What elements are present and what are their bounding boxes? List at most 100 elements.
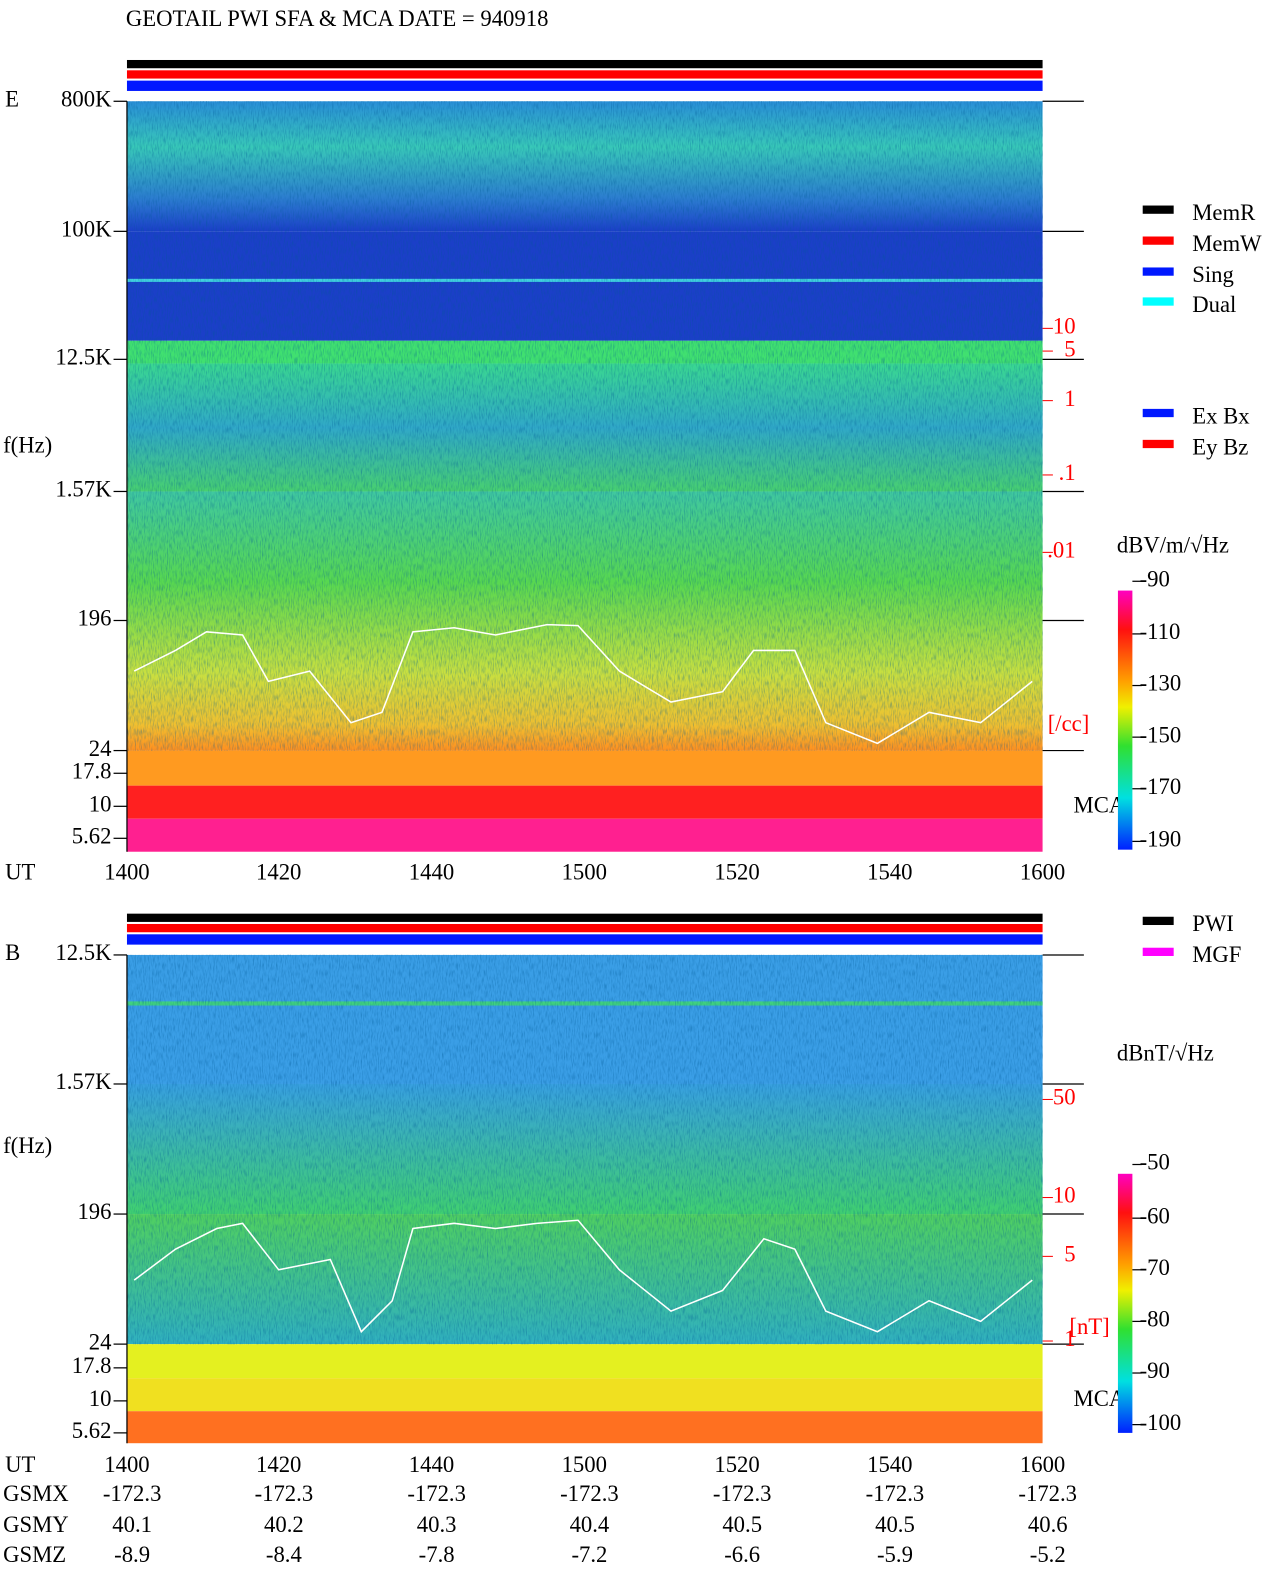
status-sing [126,80,1043,91]
colorbar-tick-label: -70 [1140,1255,1170,1280]
orbit-value: -172.3 [1018,1481,1077,1506]
colorbar-tick-label: -100 [1140,1410,1182,1435]
orbit-value: -172.3 [866,1481,925,1506]
legend-label: Ey Bz [1192,434,1248,459]
density-tick-label: 5 [1064,1242,1075,1267]
orbit-value: -5.2 [1030,1542,1066,1567]
y-tick-label: 12.5K [55,940,112,965]
mca-band [126,1378,1043,1412]
x-tick-label: 1540 [867,860,912,885]
x-tick-label: 1500 [562,1452,607,1477]
legend-label: MemW [1192,231,1262,256]
density-tick-label: 1 [1064,1326,1075,1351]
density-tick-label: 10 [1053,1183,1076,1208]
colorbar-tick-label: -90 [1140,1358,1170,1383]
orbit-value: -172.3 [255,1481,314,1506]
panel-b: B f(Hz) MCA [nT] UT dBnT/√Hz [3,913,1214,1477]
legend-label: Sing [1192,262,1234,287]
status [126,923,1043,933]
orbit-label: GSMY [3,1512,69,1537]
mca-band [126,785,1043,819]
y-label: f(Hz) [3,1133,52,1158]
x-tick-label: 1420 [256,1452,301,1477]
y-tick-label: 12.5K [55,345,112,370]
y-tick-label: 17.8 [72,1353,112,1378]
orbit-value: -7.8 [419,1542,455,1567]
legend-swatch [1142,236,1174,245]
y-tick-label: 1.57K [55,1069,112,1094]
mca-band [126,818,1043,852]
legend-label: Ex Bx [1192,403,1250,428]
density-tick-label: 5 [1064,336,1075,361]
x-tick-label: 1420 [256,860,301,885]
panel-label: B [5,940,20,965]
colorbar-tick-label: -150 [1140,722,1182,747]
orbit-value: -172.3 [103,1481,162,1506]
mca-label: MCA [1074,793,1126,818]
colorbar-tick-label: -60 [1140,1203,1170,1228]
orbit-value: 40.4 [570,1512,610,1537]
orbit-value: -172.3 [407,1481,466,1506]
panel-label: E [5,86,19,111]
orbit-value: -5.9 [877,1542,913,1567]
orbit-label: GSMZ [3,1542,66,1567]
noise [126,101,1043,751]
legend-label: PWI [1192,911,1234,936]
orbit-value: -8.4 [266,1542,302,1567]
density-tick-label: 1 [1064,386,1075,411]
y-tick-label: 196 [77,1199,111,1224]
density-unit: [/cc] [1048,711,1090,736]
colorbar-tick-label: -170 [1140,774,1182,799]
colorbar-unit: dBnT/√Hz [1117,1040,1214,1065]
orbit-value: -8.9 [114,1542,150,1567]
y-tick-label: 5.62 [72,1418,112,1443]
y-tick-label: 800K [61,86,112,111]
colorbar-tick-label: -50 [1140,1150,1170,1175]
y-tick-label: 100K [61,217,112,242]
trace [133,1219,1033,1334]
y-tick-label: 196 [77,606,111,631]
mca-label: MCA [1074,1386,1126,1411]
orbit-label: GSMX [3,1481,69,1506]
orbit-value: 40.5 [722,1512,762,1537]
orbit-value: 40.6 [1028,1512,1068,1537]
y-label: f(Hz) [3,432,52,457]
colorbar-tick-label: -80 [1140,1307,1170,1332]
y-tick-label: 17.8 [72,758,112,783]
y-tick-label: 5.62 [72,824,112,849]
x-tick-label: 1440 [409,1452,454,1477]
legend-label: MGF [1192,942,1241,967]
generated: 800K100K12.5K1.57K1962417.8105.621051.1.… [3,86,1262,1566]
y-tick-label: 24 [89,736,112,761]
status-memw [126,70,1043,79]
mca-band [126,750,1043,786]
legend-swatch [1142,205,1174,214]
y-tick-label: 10 [89,792,112,817]
colorbar-unit: dBV/m/√Hz [1117,532,1229,557]
colorbar-tick-label: -190 [1140,827,1182,852]
legend-label: Dual [1192,292,1236,317]
x-tick-label: 1520 [714,860,759,885]
orbit-value: -6.6 [724,1542,760,1567]
noise [126,954,1043,1345]
mca-band [126,1411,1043,1444]
y-tick-label: 1.57K [55,477,112,502]
legend-swatch [1142,947,1174,956]
density-unit: [nT] [1069,1314,1109,1339]
y-tick-label: 24 [89,1329,112,1354]
x-tick-label: 1500 [562,860,607,885]
orbit-value: 40.2 [264,1512,304,1537]
trace [133,623,1033,745]
ut-label: UT [5,860,35,885]
orbit-value: -172.3 [713,1481,772,1506]
x-tick-label: 1400 [104,1452,149,1477]
legend-swatch [1142,267,1174,276]
x-tick-label: 1540 [867,1452,912,1477]
colorbar [1117,590,1133,850]
y-tick-label: 10 [89,1386,112,1411]
status [126,934,1043,945]
legend-swatch [1142,297,1174,306]
orbit-value: -7.2 [571,1542,607,1567]
orbit-value: 40.1 [112,1512,152,1537]
